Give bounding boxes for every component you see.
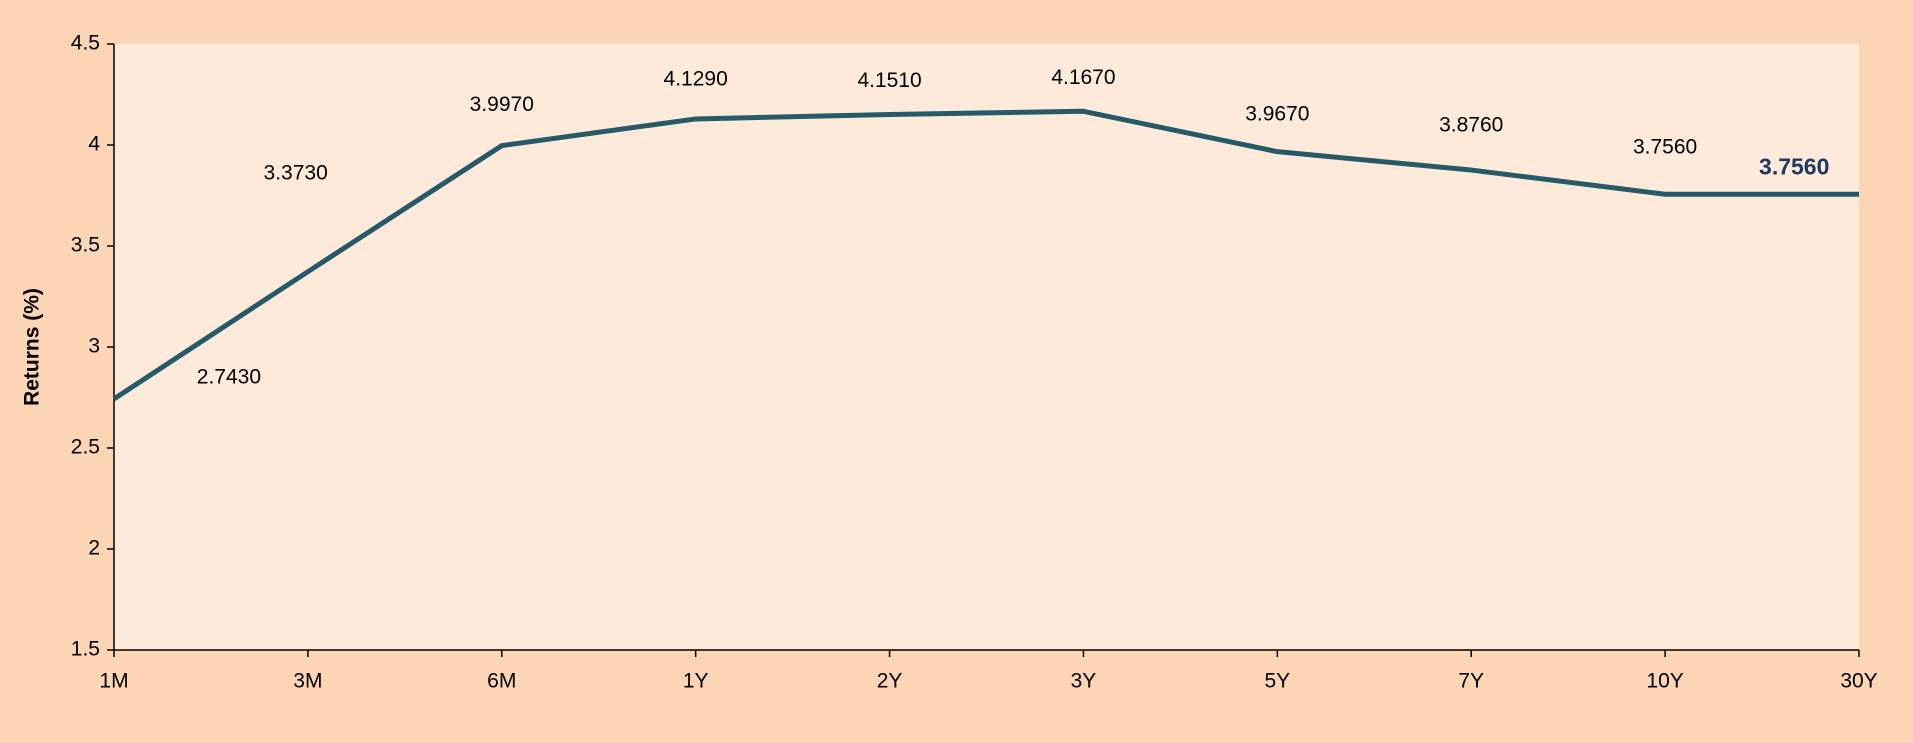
y-tick-label: 4.5 bbox=[71, 32, 100, 55]
data-label: 4.1290 bbox=[664, 67, 728, 90]
data-label: 4.1670 bbox=[1051, 66, 1115, 89]
data-label: 4.1510 bbox=[857, 69, 921, 92]
data-label: 3.8760 bbox=[1439, 114, 1503, 137]
y-tick-label: 3.5 bbox=[71, 234, 100, 257]
x-tick-label: 10Y bbox=[1646, 670, 1683, 693]
x-tick-label: 3M bbox=[293, 670, 322, 693]
data-label: 3.7560 bbox=[1633, 135, 1697, 158]
x-tick-label: 7Y bbox=[1458, 670, 1484, 693]
line bbox=[112, 108, 1859, 402]
data-label: 3.3730 bbox=[264, 161, 328, 184]
plot-area bbox=[114, 44, 1859, 650]
y-tick-label: 2.5 bbox=[71, 436, 100, 459]
x-tick-label: 3Y bbox=[1071, 670, 1097, 693]
x-tick-label: 1M bbox=[99, 670, 128, 693]
data-label: 2.7430 bbox=[197, 366, 261, 389]
data-label: 3.9670 bbox=[1245, 103, 1309, 126]
y-tick-label: 2 bbox=[88, 537, 100, 560]
y-tick-label: 1.5 bbox=[71, 638, 100, 661]
y-axis-label: Returns (%) bbox=[21, 288, 44, 406]
data-label: 3.7560 bbox=[1759, 154, 1829, 180]
y-tick-label: 3 bbox=[88, 335, 100, 358]
data-label: 3.9970 bbox=[470, 93, 534, 116]
x-tick-label: 6M bbox=[487, 670, 516, 693]
x-tick-label: 5Y bbox=[1264, 670, 1290, 693]
y-tick-label: 4 bbox=[88, 133, 100, 156]
x-tick-label: 2Y bbox=[877, 670, 903, 693]
x-tick-label: 1Y bbox=[683, 670, 709, 693]
x-tick-label: 30Y bbox=[1840, 670, 1877, 693]
